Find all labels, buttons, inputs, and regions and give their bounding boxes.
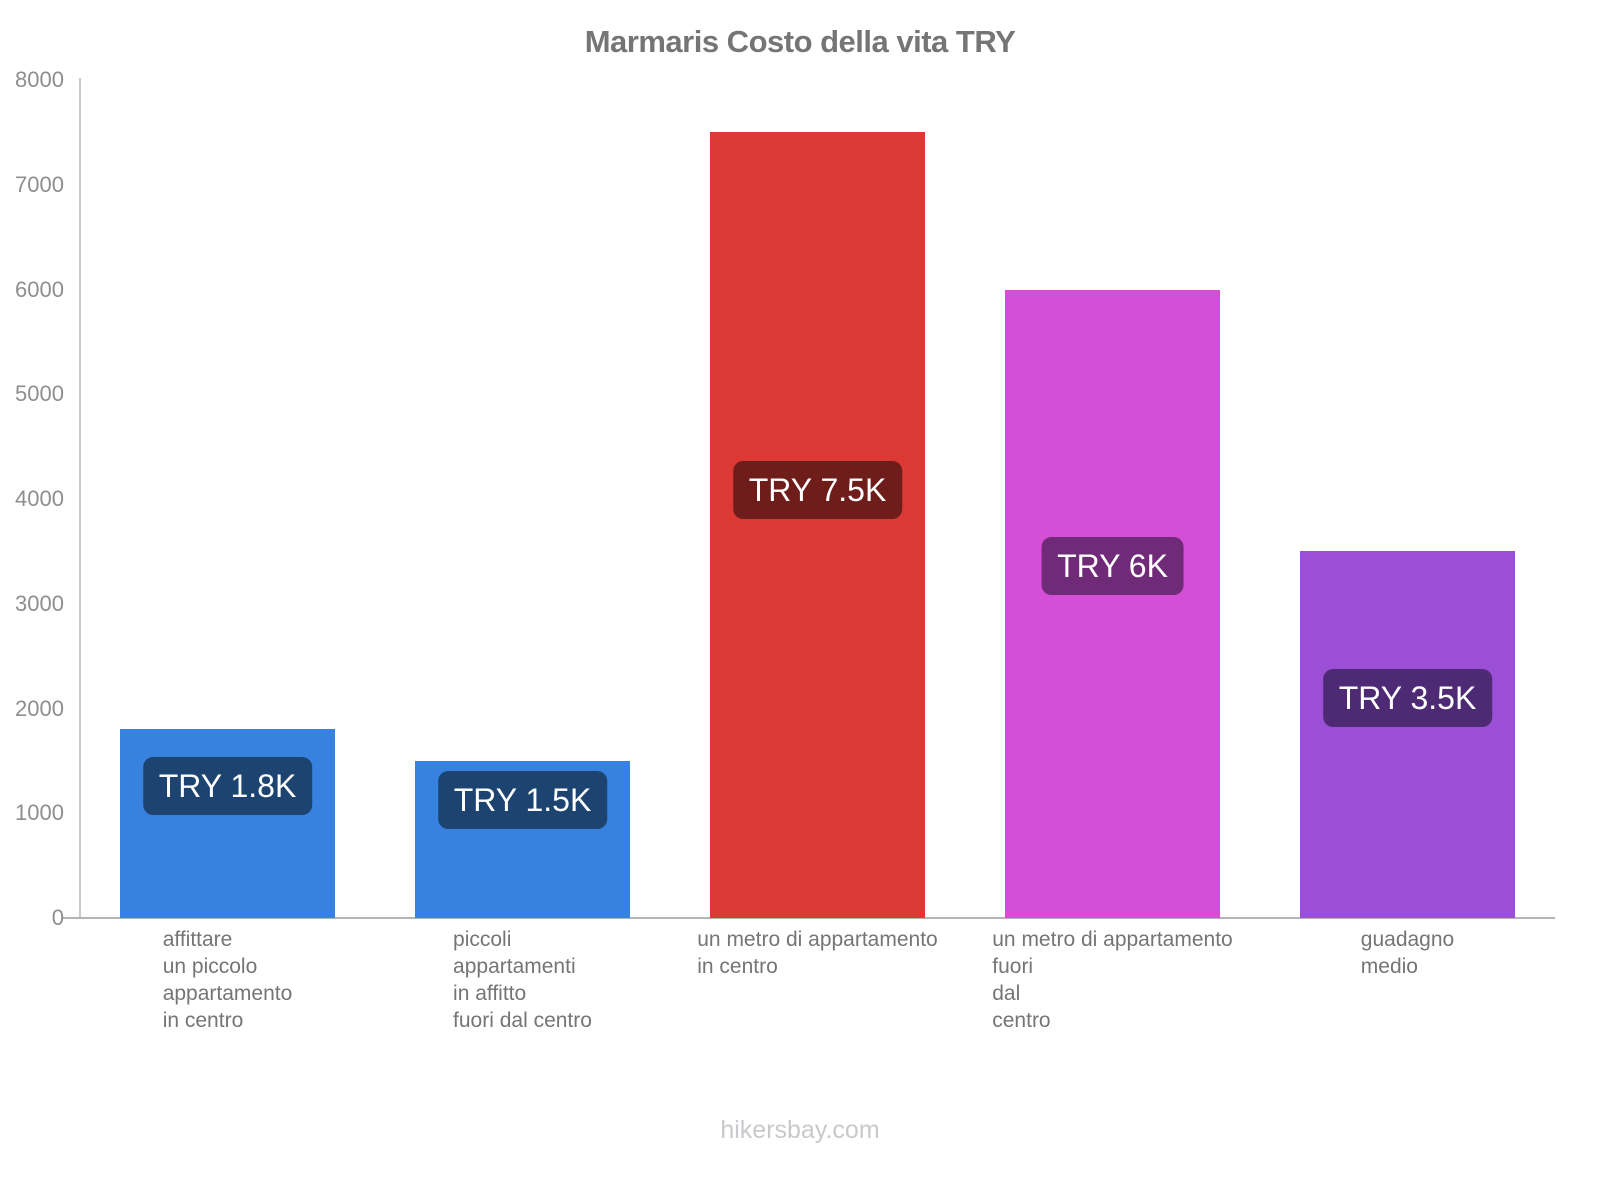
x-label-band: affittare un piccolo appartamento in centro [80,926,375,1034]
bar-value-badge: TRY 3.5K [1322,669,1493,728]
x-axis-category-labels: affittare un piccolo appartamento in centro… [80,926,1555,1034]
bar-4: TRY 6K [1005,289,1220,918]
bar-band: TRY 7.5K [670,80,965,918]
bar-1: TRY 1.8K [120,729,335,918]
bar-value-badge: TRY 1.8K [142,757,313,816]
y-tick-label: 1000 [15,800,64,826]
bar-2: TRY 1.5K [415,760,630,918]
chart-title: Marmaris Costo della vita TRY [584,24,1016,59]
category-label: un metro di appartamento fuori dal centro [992,928,1233,1032]
category-label: piccoli appartamenti in affitto fuori dal c… [453,928,592,1032]
x-label-band: un metro di appartamento fuori dal centro [965,926,1260,1034]
bar-band: TRY 1.8K [80,80,375,918]
x-label-band: piccoli appartamenti in affitto fuori dal c… [375,926,670,1034]
bar-value-badge: TRY 6K [1041,537,1184,596]
category-label: guadagno medio [1360,928,1455,978]
x-label-band: guadagno medio [1260,926,1555,1034]
x-axis-baseline [62,917,1555,919]
y-tick-label: 7000 [15,171,64,197]
bar-5: TRY 3.5K [1300,551,1515,918]
plot-area: TRY 1.8K TRY 1.5K TRY 7.5K TRY 6K TRY 3.5K [80,80,1555,918]
x-label-band: un metro di appartamento in centro [670,926,965,1034]
bar-band: TRY 1.5K [375,80,670,918]
footer-watermark: hikersbay.com [720,1116,880,1144]
bar-band: TRY 3.5K [1260,80,1555,918]
y-tick-label: 3000 [15,590,64,616]
y-tick-label: 5000 [15,381,64,407]
y-tick-label: 8000 [15,67,64,92]
y-axis-line [79,78,81,919]
bar-value-badge: TRY 7.5K [732,460,903,519]
y-tick-label: 4000 [15,486,64,511]
bar-value-badge: TRY 1.5K [437,771,608,830]
category-label: affittare un piccolo appartamento in centro [162,928,293,1032]
category-label: un metro di appartamento in centro [697,928,938,978]
bar-band: TRY 6K [965,80,1260,918]
bar-3: TRY 7.5K [710,132,925,918]
y-tick-label: 0 [51,905,64,930]
y-tick-label: 6000 [15,276,64,302]
y-tick-label: 2000 [15,695,64,721]
